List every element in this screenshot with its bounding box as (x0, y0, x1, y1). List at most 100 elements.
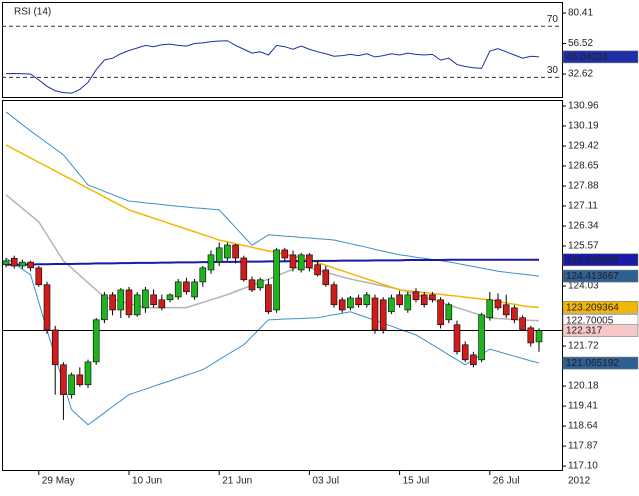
candle-body (248, 279, 256, 291)
candle-body (445, 304, 453, 321)
level-label: 30 (547, 65, 559, 76)
candle-body (355, 297, 362, 306)
overlay-last-value: 121.065192 (566, 358, 619, 369)
candle-body (322, 269, 330, 286)
candle-body (494, 299, 502, 309)
candle-body (314, 264, 321, 276)
candle-body (273, 249, 280, 311)
candle-body (183, 281, 190, 293)
candle-body (43, 284, 51, 331)
candle-body (199, 267, 207, 283)
rsi-line (5, 40, 540, 94)
overlay-last-value: 124.413667 (566, 271, 619, 282)
candle-body (224, 244, 231, 259)
rsi-panel-frame (2, 2, 563, 98)
candle-body (437, 299, 444, 326)
overlay-line (5, 144, 540, 309)
candle-body (117, 289, 125, 311)
x-tick-label: 03 Jul (312, 476, 339, 487)
level-label: 70 (547, 14, 559, 25)
candle-body (453, 324, 461, 353)
y-tick-label: 121.72 (568, 341, 599, 352)
candle-body (51, 329, 59, 366)
candle-body (379, 299, 387, 331)
candle-body (363, 294, 371, 306)
candle-body (158, 299, 166, 309)
y-tick-label: 124.03 (568, 281, 599, 292)
candle-body (478, 314, 485, 361)
x-tick-label: 10 Jun (132, 476, 162, 487)
candle-body (535, 330, 543, 343)
overlay-last-value-box (562, 253, 639, 267)
x-year-label: 2012 (568, 476, 591, 487)
candle-body (347, 297, 354, 309)
candle-body (396, 294, 403, 306)
candle-body (92, 319, 100, 363)
candle-body (265, 284, 272, 313)
x-tick-label: 26 Jul (493, 476, 520, 487)
candle-body (429, 294, 436, 301)
y-tick-label: 125.57 (568, 241, 599, 252)
overlay-line (5, 111, 540, 277)
y-tick-label: 117.10 (568, 461, 598, 472)
candle-body (256, 279, 264, 289)
candle-body (68, 374, 75, 395)
candle-body (2, 260, 10, 266)
candle-body (207, 254, 215, 271)
candle-body (35, 267, 43, 286)
candle-body (150, 294, 157, 306)
candle-body (174, 281, 182, 298)
y-tick-label: 126.34 (568, 221, 599, 232)
candle-body (306, 254, 313, 269)
candle-body (240, 257, 248, 281)
candle-body (502, 304, 510, 316)
y-tick-label: 32.62 (568, 69, 593, 80)
candle-body (289, 254, 297, 269)
y-tick-label: 119.41 (568, 401, 598, 412)
rsi-title: RSI (14) (14, 7, 51, 18)
candle-body (527, 327, 535, 344)
candle-body (133, 294, 141, 316)
y-tick-label: 129.42 (568, 141, 599, 152)
candle-body (166, 294, 174, 301)
candle-body (19, 261, 26, 267)
y-tick-label: 130.96 (568, 101, 599, 112)
x-tick-label: 21 Jun (222, 476, 252, 487)
candle-body (76, 374, 84, 386)
candle-body (215, 247, 223, 263)
x-tick-label: 15 Jul (403, 476, 430, 487)
last-price-value-box (562, 324, 639, 337)
price-panel-frame (2, 100, 563, 471)
overlay-line (6, 258, 539, 266)
y-tick-label: 56.52 (568, 38, 593, 49)
candle-body (84, 361, 92, 386)
candle-body (511, 307, 518, 321)
candle-body (191, 281, 198, 298)
y-tick-label: 120.18 (568, 381, 599, 392)
candle-body (388, 297, 395, 313)
y-tick-label: 130.19 (568, 121, 599, 132)
overlay-last-value: 125.039935 (566, 255, 619, 266)
candle-body (338, 299, 346, 311)
overlay-last-value-box (562, 301, 639, 314)
candle-body (232, 244, 239, 259)
candle-body (297, 254, 305, 271)
candle-body (486, 299, 494, 319)
rsi-last-value: 46.04024 (566, 52, 608, 63)
y-tick-label: 127.88 (568, 181, 599, 192)
overlay-last-value: 123.209364 (566, 303, 619, 314)
candle-body (461, 344, 469, 361)
overlay-last-value-box (562, 356, 639, 370)
candle-body (109, 294, 116, 311)
candle-body (10, 257, 18, 267)
y-tick-label: 127.11 (568, 201, 598, 212)
candle-body (125, 289, 133, 316)
candle-body (27, 261, 34, 269)
candle-body (470, 354, 477, 366)
overlay-line (5, 257, 540, 426)
candle-body (281, 249, 289, 259)
candle-body (60, 364, 67, 395)
